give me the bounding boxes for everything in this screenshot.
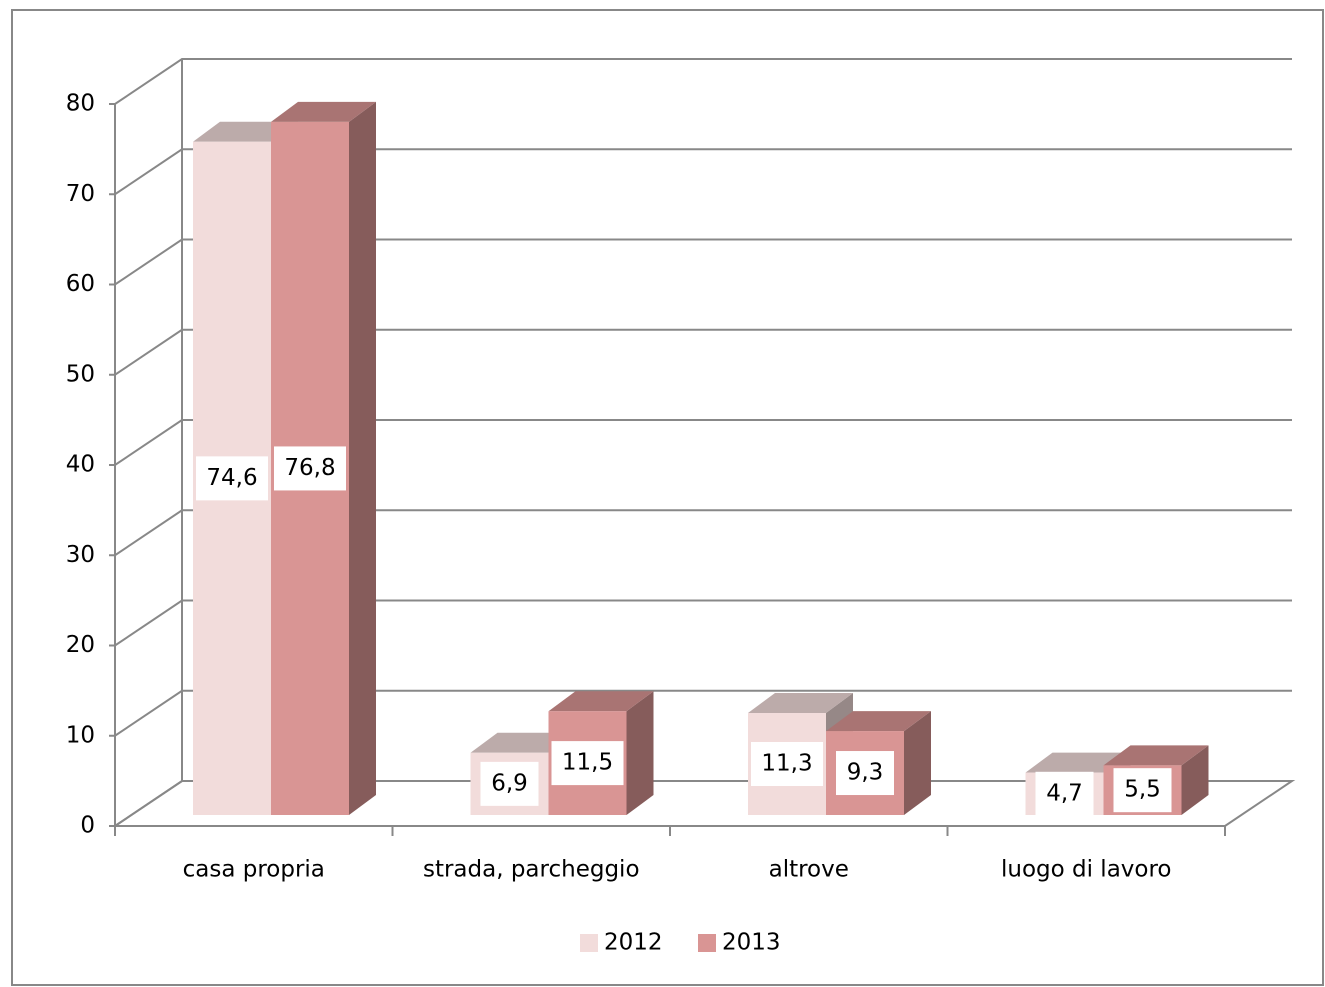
value-label-box: [836, 751, 894, 796]
value-label: 5,5: [1124, 777, 1161, 803]
chart-frame: [11, 9, 1324, 986]
value-label: 6,9: [491, 770, 528, 796]
value-label-box: [1113, 768, 1172, 813]
legend-swatch: [698, 934, 716, 952]
value-label-box: [751, 742, 823, 787]
bar-side: [1181, 745, 1209, 815]
value-label: 11,5: [562, 750, 613, 776]
y-tick-label: 30: [66, 542, 95, 568]
y-tick-label: 10: [66, 722, 95, 748]
legend-label: 2012: [604, 930, 663, 956]
value-label-box: [480, 761, 539, 806]
grid-line: [109, 599, 1292, 647]
bar-top: [826, 711, 931, 732]
y-tick-label: 40: [66, 452, 95, 478]
grid-line: [109, 689, 1292, 737]
bar-top: [748, 693, 853, 714]
value-label: 76,8: [284, 455, 335, 481]
y-tick-label: 60: [66, 271, 95, 297]
value-label-box: [1035, 771, 1094, 816]
value-label-box: [551, 741, 624, 786]
grid-line: [109, 780, 1292, 827]
legend-label: 2013: [722, 930, 781, 956]
x-tick-label: strada, parcheggio: [423, 857, 640, 883]
bar-side: [626, 691, 654, 815]
value-label-box: [196, 456, 268, 501]
y-tick-label: 0: [80, 813, 95, 839]
x-tick-label: luogo di lavoro: [1001, 857, 1172, 883]
grid-line: [109, 509, 1292, 557]
value-label: 4,7: [1046, 780, 1083, 806]
value-label-box: [274, 446, 346, 491]
grid-line: [109, 148, 1292, 196]
bar-top: [548, 691, 654, 712]
legend-swatch: [580, 934, 598, 952]
y-tick-label: 70: [66, 181, 95, 207]
x-tick-label: casa propria: [183, 857, 325, 883]
y-tick-label: 80: [66, 91, 95, 117]
bar-side: [904, 711, 931, 815]
grid-line: [109, 58, 1292, 105]
y-tick-label: 50: [66, 361, 95, 387]
grid-line: [109, 419, 1292, 466]
bar-top: [1103, 745, 1209, 766]
value-label: 74,6: [206, 465, 257, 491]
y-tick-label: 20: [66, 632, 95, 658]
x-tick-label: altrove: [769, 857, 849, 883]
value-label: 9,3: [847, 760, 884, 786]
bar-top: [271, 101, 376, 122]
grid-line: [109, 238, 1292, 286]
value-label: 11,3: [761, 751, 812, 777]
grid-line: [109, 328, 1292, 376]
bar-side: [349, 101, 376, 815]
